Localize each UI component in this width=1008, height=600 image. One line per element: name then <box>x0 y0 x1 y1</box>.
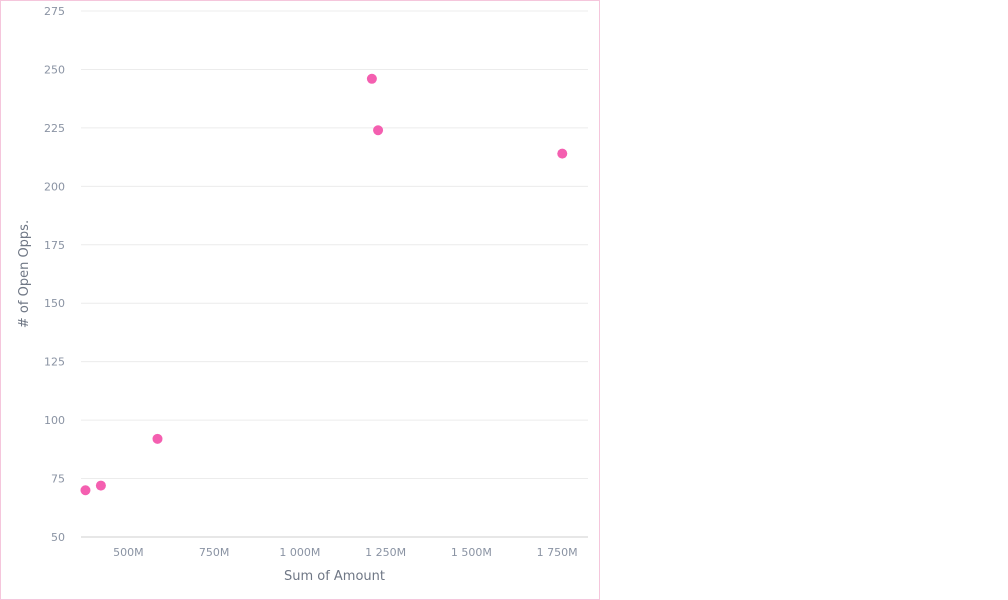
data-point[interactable] <box>80 485 91 496</box>
data-point[interactable] <box>557 148 568 159</box>
x-tick-label: 750M <box>199 546 230 559</box>
x-tick-label: 1 250M <box>365 546 406 559</box>
y-tick-label: 250 <box>44 63 65 76</box>
x-tick-label: 1 000M <box>279 546 320 559</box>
grid <box>81 10 588 480</box>
data-points <box>80 73 568 496</box>
y-axis-ticks: 50 75 100 125 150 175 200 225 250 275 <box>44 5 65 544</box>
x-axis-title: Sum of Amount <box>284 569 385 584</box>
data-point[interactable] <box>373 125 384 136</box>
data-point[interactable] <box>366 73 377 84</box>
data-point[interactable] <box>152 433 163 444</box>
y-tick-label: 275 <box>44 5 65 18</box>
y-tick-label: 100 <box>44 414 65 427</box>
y-tick-label: 200 <box>44 180 65 193</box>
y-tick-label: 50 <box>51 531 65 544</box>
x-tick-label: 500M <box>113 546 144 559</box>
x-tick-label: 1 750M <box>537 546 578 559</box>
data-point[interactable] <box>95 480 106 491</box>
y-tick-label: 125 <box>44 356 65 369</box>
y-tick-label: 75 <box>51 473 65 486</box>
y-tick-label: 175 <box>44 239 65 252</box>
y-tick-label: 225 <box>44 122 65 135</box>
x-axis-ticks: 500M 750M 1 000M 1 250M 1 500M 1 750M <box>113 546 578 559</box>
y-axis-title: # of Open Opps. <box>17 220 32 328</box>
x-tick-label: 1 500M <box>451 546 492 559</box>
y-tick-label: 150 <box>44 297 65 310</box>
